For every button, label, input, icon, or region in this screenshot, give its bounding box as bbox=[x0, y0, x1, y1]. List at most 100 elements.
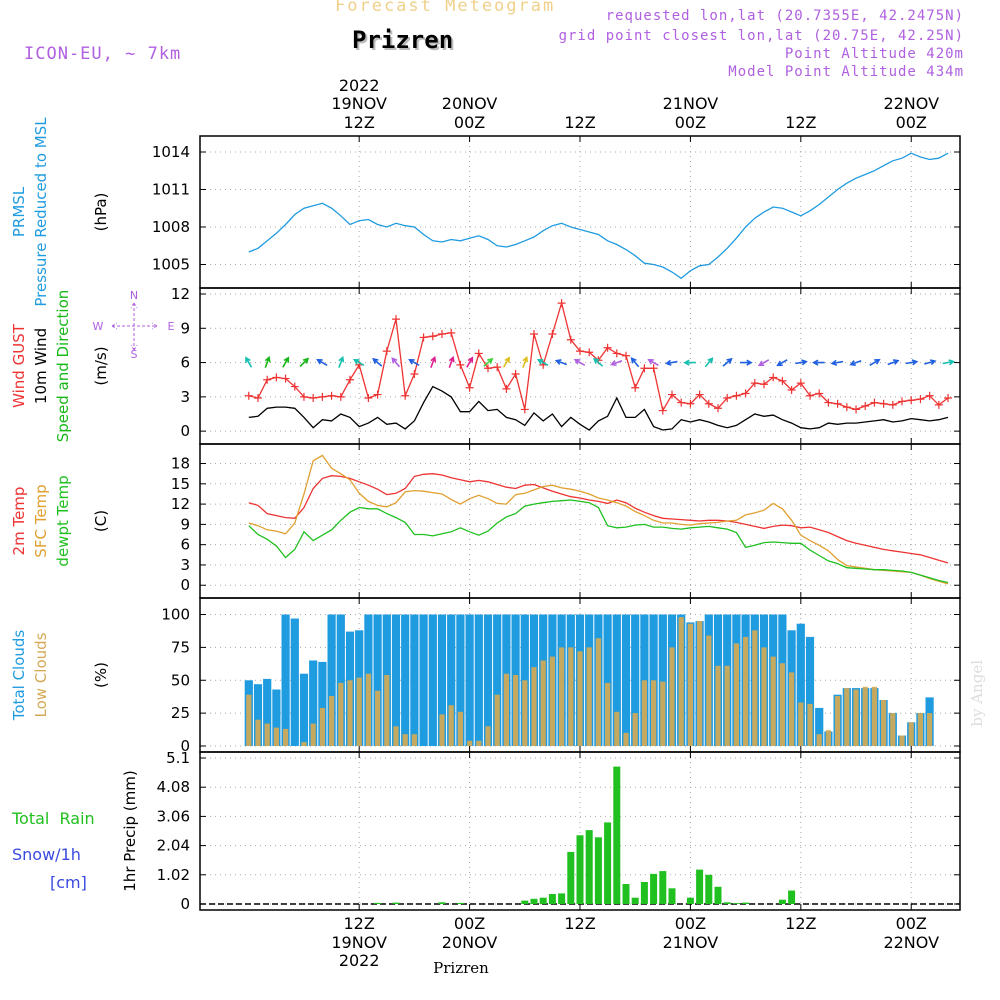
ytick-label: 2.04 bbox=[157, 837, 190, 855]
panel-title-wind-1: 10m Wind bbox=[32, 328, 50, 404]
low-cloud-bar bbox=[513, 675, 519, 746]
bottom-date-label: 20NOV bbox=[442, 933, 498, 952]
low-cloud-bar bbox=[540, 660, 546, 746]
gust-marker bbox=[760, 380, 769, 389]
panel-clouds bbox=[244, 614, 934, 746]
low-cloud-bar bbox=[605, 682, 611, 746]
panel-title-wind-0: Wind GUST bbox=[10, 323, 28, 408]
gust-marker bbox=[391, 315, 400, 324]
gust-marker bbox=[686, 399, 695, 408]
gust-marker bbox=[576, 347, 584, 356]
ytick-label: 3 bbox=[180, 388, 190, 406]
ytick-label: 3.06 bbox=[157, 807, 190, 825]
gust-marker bbox=[612, 349, 621, 358]
wind-direction-arrow bbox=[391, 357, 401, 368]
total-cloud-bar bbox=[621, 614, 631, 746]
low-cloud-bar bbox=[669, 647, 675, 746]
rain-bar bbox=[548, 894, 556, 904]
gust-marker bbox=[336, 392, 345, 401]
ylabel-clouds: (%) bbox=[92, 662, 110, 688]
ytick-label: 0 bbox=[180, 895, 190, 913]
chart-marks bbox=[200, 152, 960, 905]
panel-wind bbox=[244, 299, 956, 431]
rain-bar bbox=[594, 837, 602, 904]
meteogram-title: Forecast Meteogram bbox=[335, 0, 556, 16]
ytick-label: 12 bbox=[171, 495, 190, 513]
rain-bar bbox=[567, 851, 575, 904]
rain-bar bbox=[668, 888, 676, 904]
low-cloud-bar bbox=[715, 665, 721, 746]
gust-marker bbox=[244, 391, 253, 400]
wind-direction-arrow bbox=[592, 357, 604, 367]
bottom-city-label: Prizren bbox=[433, 959, 489, 977]
low-cloud-bar bbox=[614, 711, 620, 746]
low-cloud-bar bbox=[641, 680, 647, 746]
panel-title-clouds-1: Low Clouds bbox=[32, 632, 50, 717]
gust-marker bbox=[714, 404, 723, 413]
low-cloud-bar bbox=[687, 623, 693, 746]
panel-frames bbox=[199, 135, 961, 911]
low-cloud-bar bbox=[522, 680, 528, 746]
low-cloud-bar bbox=[733, 643, 739, 746]
total-cloud-bar bbox=[805, 636, 815, 746]
total-cloud-bar bbox=[253, 684, 263, 746]
gust-marker bbox=[944, 394, 953, 402]
panel-title-temperature-2: dewpt Temp bbox=[54, 475, 72, 566]
gust-marker bbox=[603, 343, 612, 352]
gust-marker bbox=[557, 299, 566, 308]
ylabel-pressure: (hPa) bbox=[92, 193, 110, 232]
ytick-label: 3 bbox=[180, 556, 190, 574]
gust-marker bbox=[796, 379, 805, 388]
total-cloud-bar bbox=[391, 614, 401, 746]
rain-bar bbox=[530, 898, 538, 904]
top-hour-label: 12Z bbox=[344, 113, 375, 132]
gust-marker bbox=[806, 391, 815, 400]
bottom-date-label: 22NOV bbox=[883, 933, 939, 952]
panel-pressure bbox=[248, 152, 949, 280]
ytick-label: 0 bbox=[180, 737, 190, 755]
wind-direction-arrow bbox=[830, 359, 844, 366]
gust-marker bbox=[870, 398, 879, 407]
rain-bar bbox=[788, 890, 796, 904]
gust-marker bbox=[502, 384, 511, 393]
compass-w: W bbox=[93, 320, 104, 333]
wind-direction-arrow bbox=[299, 357, 310, 368]
compass-arrows bbox=[111, 302, 158, 351]
compass-s: S bbox=[131, 348, 138, 361]
precip-legend-rain: Total Rain bbox=[11, 809, 95, 828]
low-cloud-bar bbox=[347, 680, 353, 746]
wind-direction-arrow bbox=[483, 357, 494, 367]
gust-marker bbox=[631, 383, 640, 392]
gust-marker bbox=[401, 391, 410, 400]
total-cloud-bar bbox=[815, 707, 824, 746]
low-cloud-bar bbox=[706, 635, 712, 746]
low-cloud-bar bbox=[917, 713, 923, 746]
gust-marker bbox=[704, 399, 713, 408]
bottom-hour-label: 12Z bbox=[785, 914, 816, 933]
total-cloud-bar bbox=[483, 614, 493, 746]
rain-bar bbox=[558, 893, 566, 904]
total-cloud-bar bbox=[493, 614, 502, 746]
total-cloud-bar bbox=[428, 614, 437, 746]
bottom-hour-label: 00Z bbox=[454, 914, 485, 933]
top-hour-label: 12Z bbox=[785, 113, 816, 132]
low-cloud-bar bbox=[862, 686, 868, 746]
panel-bg-wind bbox=[200, 288, 960, 444]
low-cloud-bar bbox=[816, 734, 822, 746]
gust-marker bbox=[842, 403, 851, 412]
wind-direction-arrow bbox=[740, 359, 753, 366]
wind-direction-arrow bbox=[812, 359, 825, 366]
low-cloud-bar bbox=[908, 722, 914, 746]
ytick-label: 1011 bbox=[152, 181, 190, 199]
wind-direction-arrow bbox=[536, 358, 549, 366]
gust-marker bbox=[253, 394, 262, 402]
ylabel-temperature: (C) bbox=[92, 510, 110, 532]
gust-marker bbox=[787, 386, 796, 394]
total-cloud-bar bbox=[456, 614, 465, 746]
wind-direction-arrow bbox=[448, 355, 455, 368]
gust-marker bbox=[474, 349, 483, 358]
gust-marker bbox=[373, 390, 382, 399]
gust-marker bbox=[566, 335, 575, 344]
low-cloud-bar bbox=[559, 647, 565, 746]
